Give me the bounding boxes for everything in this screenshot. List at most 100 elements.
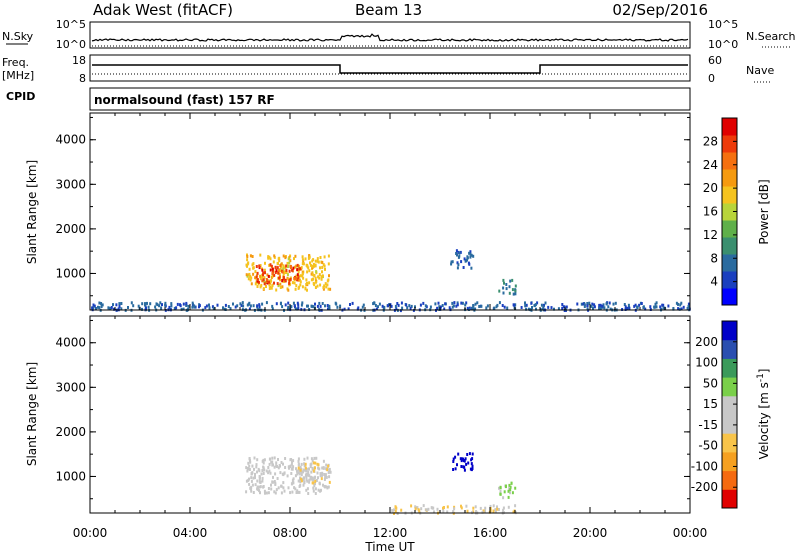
colorbar-segment: [722, 169, 737, 187]
data-cell: [278, 259, 281, 263]
data-cell: [253, 456, 256, 460]
data-cell: [159, 301, 162, 305]
data-cell: [317, 476, 319, 480]
data-cell: [216, 303, 219, 307]
data-cell: [509, 488, 512, 492]
data-cell: [387, 304, 389, 308]
colorbar-tick-label: 200: [695, 335, 718, 349]
data-cell: [267, 491, 270, 495]
data-cell: [661, 303, 664, 307]
power-ylabel: Slant Range [km]: [25, 160, 39, 264]
data-cell: [290, 305, 293, 309]
data-cell: [466, 256, 469, 260]
colorbar-segment: [722, 152, 737, 170]
data-cell: [250, 476, 253, 480]
data-cell: [394, 509, 397, 513]
data-cell: [460, 459, 463, 463]
data-cell: [609, 307, 612, 311]
nsearch-tick-bottom: 10^0: [708, 38, 738, 51]
data-cell: [287, 265, 289, 268]
data-cell: [308, 467, 310, 471]
data-cell: [321, 270, 323, 274]
data-cell: [250, 472, 253, 476]
data-cell: [205, 304, 208, 308]
data-cell: [452, 510, 455, 514]
data-cell: [322, 459, 325, 463]
data-cell: [256, 279, 259, 283]
data-cell: [185, 304, 188, 307]
data-cell: [312, 489, 315, 493]
data-cell: [377, 305, 379, 309]
data-cell: [461, 301, 464, 305]
data-cell: [503, 490, 506, 494]
nsky-panel-frame: [89, 21, 691, 49]
data-cell: [457, 263, 460, 267]
data-cell: [113, 307, 115, 311]
data-cell: [480, 304, 483, 308]
data-cell: [180, 307, 183, 311]
data-cell: [640, 302, 643, 305]
data-cell: [300, 307, 303, 311]
data-cell: [249, 254, 252, 258]
nsky-tick-top: 10^5: [56, 18, 86, 31]
data-cell: [269, 280, 272, 284]
data-cell: [484, 506, 487, 510]
x-tick-label: 00:00: [73, 526, 108, 540]
data-cell: [511, 278, 514, 282]
data-cell: [295, 307, 297, 311]
data-cell: [263, 282, 266, 286]
data-cell: [464, 303, 467, 307]
data-cell: [176, 302, 179, 306]
data-cell: [249, 486, 252, 490]
data-cell: [456, 266, 459, 270]
data-cell: [248, 464, 251, 468]
data-cell: [583, 303, 586, 307]
time-axis-label: Time UT: [364, 540, 415, 554]
data-cell: [590, 304, 593, 308]
data-cell: [258, 264, 261, 268]
data-cell: [296, 263, 299, 267]
data-cell: [325, 285, 328, 289]
data-cell: [275, 302, 278, 306]
cpid-label: CPID: [6, 90, 35, 103]
data-cell: [264, 491, 266, 495]
data-cell: [318, 276, 321, 280]
data-cell: [261, 469, 264, 472]
data-cell: [170, 302, 173, 306]
data-cell: [305, 478, 308, 482]
data-cell: [388, 303, 391, 306]
data-cell: [137, 304, 140, 308]
data-cell: [601, 304, 604, 308]
data-cell: [261, 279, 264, 283]
data-cell: [297, 306, 300, 310]
data-cell: [583, 305, 586, 308]
data-cell: [612, 302, 615, 306]
data-cell: [307, 473, 310, 477]
x-tick-label: 04:00: [173, 526, 208, 540]
data-cell: [271, 272, 274, 276]
data-cell: [514, 289, 517, 293]
data-cell: [107, 306, 110, 310]
data-cell: [146, 301, 148, 305]
data-cell: [280, 461, 283, 464]
data-cell: [399, 309, 402, 313]
data-cell: [292, 481, 295, 485]
data-cell: [462, 465, 465, 469]
data-cell: [471, 457, 474, 461]
data-cell: [543, 303, 545, 307]
data-cell: [466, 306, 469, 310]
data-cell: [478, 305, 481, 308]
data-cell: [667, 304, 670, 308]
data-cell: [263, 489, 266, 493]
data-cell: [293, 486, 296, 490]
data-cell: [514, 504, 517, 508]
velocity-x-axis: 00:00 04:00 08:00 12:00 16:00 20:00 00:00: [73, 316, 707, 540]
data-cell: [576, 302, 579, 306]
data-cell: [282, 254, 285, 258]
data-cell: [287, 307, 289, 311]
data-cell: [308, 478, 311, 482]
data-cell: [276, 266, 279, 270]
data-cell: [246, 258, 249, 262]
data-cell: [273, 456, 276, 460]
